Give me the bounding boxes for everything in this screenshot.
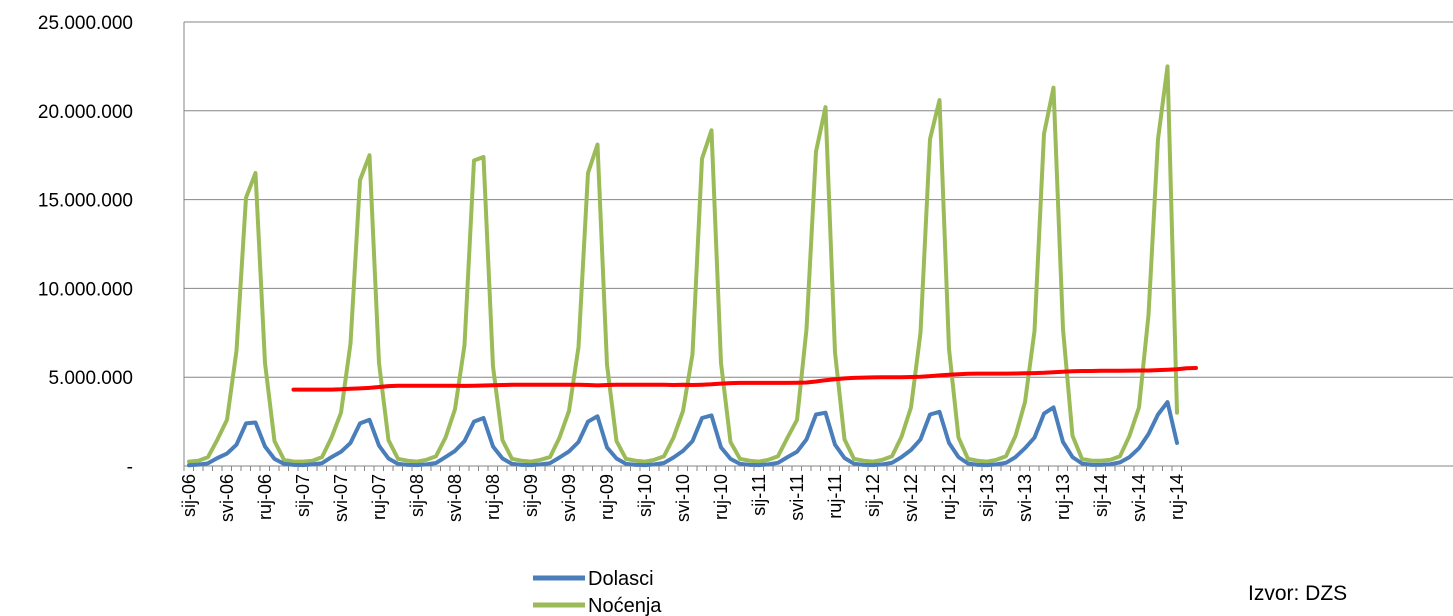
x-tick-label: ruj-13 <box>1053 474 1073 520</box>
series-line-nocenja <box>187 64 1179 464</box>
x-tick-label: svi-10 <box>673 474 693 522</box>
x-tick-label: svi-09 <box>559 474 579 522</box>
x-tick-label: sij-11 <box>749 474 769 516</box>
y-axis-tick-labels: - 5.000.000 10.000.000 15.000.000 20.000.000… <box>38 13 133 478</box>
series-line-dolasci <box>187 400 1179 468</box>
x-tick-label: ruj-14 <box>1167 474 1187 520</box>
y-tick-label: 5.000.000 <box>48 368 133 389</box>
x-tick-label: sij-06 <box>179 474 199 517</box>
x-tick-label: ruj-12 <box>939 474 959 520</box>
plot-area <box>183 21 1453 471</box>
legend-label-nocenja: Noćenja <box>588 595 662 616</box>
x-tick-label: sij-09 <box>521 474 541 517</box>
y-tick-label: - <box>127 457 133 478</box>
x-tick-label: ruj-09 <box>597 474 617 520</box>
x-axis-ticks <box>183 466 1182 471</box>
y-tick-label: 15.000.000 <box>38 191 133 212</box>
x-tick-label: svi-14 <box>1129 474 1149 522</box>
x-tick-label: sij-12 <box>863 474 883 517</box>
x-tick-label: ruj-08 <box>483 474 503 520</box>
series-layer <box>187 64 1198 468</box>
y-tick-label: 20.000.000 <box>38 102 133 123</box>
x-tick-label: sij-14 <box>1091 474 1111 517</box>
x-tick-label: svi-07 <box>331 474 351 522</box>
legend-label-dolasci: Dolasci <box>588 568 654 590</box>
x-tick-label: ruj-07 <box>369 474 389 520</box>
x-tick-label: svi-06 <box>217 474 237 522</box>
y-tick-label: 25.000.000 <box>38 13 133 34</box>
x-tick-label: ruj-10 <box>711 474 731 520</box>
gridlines <box>184 21 1453 378</box>
x-tick-label: ruj-06 <box>255 474 275 520</box>
source-note: Izvor: DZS <box>1248 582 1347 605</box>
x-tick-label: svi-12 <box>901 474 921 522</box>
y-tick-label: 10.000.000 <box>38 279 133 300</box>
legend: Dolasci Noćenja <box>533 568 662 616</box>
x-tick-label: svi-11 <box>787 474 807 521</box>
x-tick-label: sij-07 <box>293 474 313 517</box>
x-tick-label: sij-08 <box>407 474 427 517</box>
x-tick-label: sij-13 <box>977 474 997 517</box>
x-tick-label: svi-13 <box>1015 474 1035 522</box>
x-axis-tick-labels: sij-06 svi-06 ruj-06 sij-07 svi-07 ruj-07 sij-… <box>179 474 1187 522</box>
x-tick-label: sij-10 <box>635 474 655 517</box>
series-line-trend <box>291 366 1198 392</box>
x-tick-label: svi-08 <box>445 474 465 522</box>
x-tick-label: ruj-11 <box>825 474 845 519</box>
